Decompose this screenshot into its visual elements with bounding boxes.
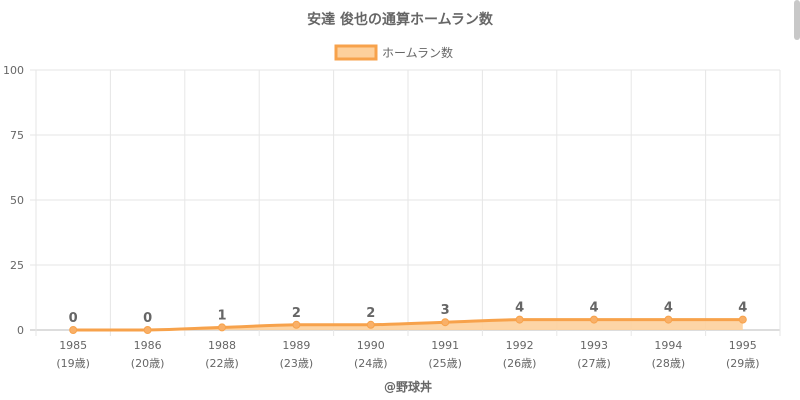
y-tick-label: 100 (3, 64, 24, 77)
data-point (664, 315, 673, 324)
data-label: 1 (217, 308, 226, 323)
x-tick-sublabel: (28歳) (652, 357, 686, 370)
data-point (143, 326, 152, 334)
data-label: 4 (664, 301, 673, 316)
data-label: 4 (589, 301, 598, 316)
data-labels: 0 0 1 2 2 3 4 4 4 4 (69, 301, 748, 326)
x-tick-label: 1994 (654, 339, 682, 352)
y-tick-label: 25 (10, 259, 24, 272)
x-tick-label: 1988 (208, 339, 236, 352)
series-line (73, 318, 743, 332)
y-axis: 0 25 50 75 100 (3, 64, 24, 337)
x-tick-sublabel: (24歳) (354, 357, 388, 370)
data-label: 4 (738, 301, 747, 316)
x-tick-sublabel: (22歳) (205, 357, 239, 370)
x-tick-sublabel: (23歳) (280, 357, 314, 370)
data-label: 2 (292, 306, 301, 321)
x-tick-label: 1993 (580, 339, 608, 352)
data-point (366, 320, 375, 329)
x-tick-label: 1995 (729, 339, 757, 352)
data-point (69, 326, 78, 334)
grid (30, 69, 781, 336)
data-label: 2 (366, 306, 375, 321)
data-point (441, 318, 450, 327)
x-tick-sublabel: (25歳) (428, 357, 462, 370)
data-label: 4 (515, 301, 524, 316)
data-point (218, 323, 226, 332)
data-point (590, 315, 598, 324)
footer-credit: @野球丼 (384, 379, 432, 394)
x-tick-sublabel: (26歳) (503, 357, 537, 370)
y-tick-label: 75 (10, 129, 24, 142)
scrollbar[interactable] (794, 0, 800, 40)
x-tick-label: 1986 (134, 339, 162, 352)
data-point (515, 315, 524, 324)
legend[interactable]: ホームラン数 (334, 44, 453, 61)
x-tick-sublabel: (20歳) (131, 357, 165, 370)
legend-swatch (334, 44, 378, 61)
x-tick-sublabel: (29歳) (726, 357, 760, 370)
x-tick-label: 1985 (59, 339, 87, 352)
x-tick-sublabel: (27歳) (577, 357, 611, 370)
legend-label: ホームラン数 (382, 45, 453, 60)
x-tick-sublabel: (19歳) (56, 357, 90, 370)
data-label: 0 (69, 311, 78, 326)
y-tick-label: 50 (10, 194, 24, 207)
y-tick-label: 0 (17, 324, 24, 337)
data-point (292, 320, 301, 329)
chart-title: 安達 俊也の通算ホームラン数 (307, 11, 494, 28)
data-label: 3 (441, 303, 450, 318)
x-tick-label: 1990 (357, 339, 385, 352)
data-label: 0 (143, 311, 152, 326)
x-tick-label: 1992 (506, 339, 534, 352)
x-tick-label: 1991 (431, 339, 459, 352)
data-point (738, 315, 747, 324)
series-points (69, 315, 747, 334)
x-tick-label: 1989 (282, 339, 310, 352)
x-axis: 1985 (19歳) 1986 (20歳) 1988 (22歳) 1989 (23歳) 1990… (56, 339, 759, 370)
